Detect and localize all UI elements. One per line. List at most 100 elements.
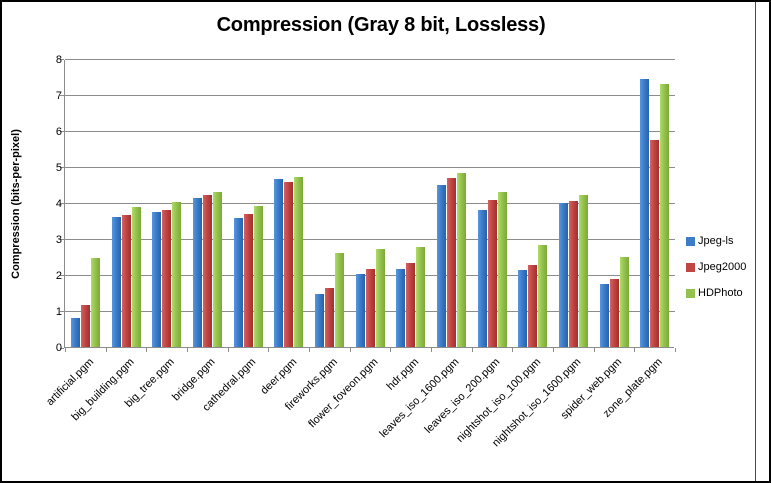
gridline-3 — [65, 239, 675, 240]
x-axis-tick — [553, 348, 554, 352]
y-axis-tick — [60, 239, 64, 240]
y-axis-tick — [60, 131, 64, 132]
x-axis-tick — [675, 348, 676, 352]
x-axis-tick — [268, 348, 269, 352]
bar-hdphoto-spider-web-pgm — [619, 256, 629, 347]
bar-jpeg-ls-nightshot-iso-1600-pgm — [558, 203, 568, 347]
bar-hdphoto-big-building-pgm — [131, 207, 141, 347]
x-axis-tick — [594, 348, 595, 352]
bar-hdphoto-big-tree-pgm — [172, 202, 182, 347]
legend: Jpeg-ls Jpeg2000 HDPhoto — [686, 228, 758, 306]
plot-area: 0 1 2 3 4 5 6 7 8 artificial.pgm big_building.pgm b… — [44, 54, 676, 449]
y-axis-title: Compression (bits-per-pixel) — [10, 129, 22, 279]
y-tick-label-3: 3 — [55, 234, 62, 246]
bar-jpeg2000-leaves-iso-1600-pgm — [446, 177, 456, 347]
bar-jpeg2000-big-tree-pgm — [162, 210, 172, 347]
legend-swatch-icon — [686, 262, 695, 272]
x-tick-label-flower-foveon-pgm: flower_foveon.pgm — [306, 356, 381, 431]
chart-title: Compression (Gray 8 bit, Lossless) — [216, 14, 546, 36]
x-axis-tick — [431, 348, 432, 352]
x-tick-label-leaves-iso-200-pgm: leaves_iso_200.pgm — [422, 356, 503, 436]
bar-jpeg-ls-flower-foveon-pgm — [355, 273, 365, 347]
bar-jpeg2000-flower-foveon-pgm — [365, 268, 375, 347]
gridline-5 — [65, 167, 675, 168]
bar-hdphoto-hdr-pgm — [416, 246, 426, 347]
legend-item-hdphoto: HDPhoto — [686, 280, 758, 306]
x-axis-tick — [390, 348, 391, 352]
bar-jpeg-ls-leaves-iso-1600-pgm — [436, 185, 446, 347]
x-tick-label-leaves-iso-1600-pgm: leaves_iso_1600.pgm — [377, 356, 462, 441]
bar-jpeg2000-zone-plate-pgm — [650, 139, 660, 347]
bar-hdphoto-leaves-iso-200-pgm — [497, 191, 507, 347]
y-axis-tick — [60, 59, 64, 60]
bar-jpeg2000-artificial-pgm — [80, 304, 90, 347]
y-axis-tick — [60, 167, 64, 168]
y-axis-tick — [60, 275, 64, 276]
x-axis-tick — [512, 348, 513, 352]
legend-item-jpeg-ls: Jpeg-ls — [686, 228, 758, 254]
bar-jpeg-ls-big-building-pgm — [111, 217, 121, 347]
bar-jpeg2000-leaves-iso-200-pgm — [487, 199, 497, 347]
y-axis-tick — [60, 203, 64, 204]
x-axis-tick — [634, 348, 635, 352]
y-axis-tick — [60, 95, 64, 96]
bar-hdphoto-artificial-pgm — [90, 257, 100, 347]
y-tick-label-1: 1 — [55, 306, 62, 318]
bar-hdphoto-deer-pgm — [294, 176, 304, 347]
bar-jpeg2000-deer-pgm — [284, 181, 294, 347]
legend-label: HDPhoto — [698, 287, 743, 299]
x-axis-tick — [472, 348, 473, 352]
bar-hdphoto-flower-foveon-pgm — [375, 249, 385, 347]
bar-hdphoto-nightshot-iso-100-pgm — [538, 245, 548, 347]
legend-label: Jpeg2000 — [698, 261, 747, 273]
bar-hdphoto-leaves-iso-1600-pgm — [456, 173, 466, 347]
bar-jpeg2000-bridge-pgm — [202, 195, 212, 347]
x-tick-label-hdr-pgm: hdr.pgm — [384, 356, 422, 393]
bar-jpeg2000-fireworks-pgm — [324, 287, 334, 347]
gridline-6 — [65, 131, 675, 132]
x-axis-tick — [187, 348, 188, 352]
gridline-7 — [65, 95, 675, 96]
y-axis-tick — [60, 348, 64, 349]
x-axis-tick — [65, 348, 66, 352]
bar-jpeg-ls-zone-plate-pgm — [640, 78, 650, 347]
bar-jpeg-ls-leaves-iso-200-pgm — [477, 209, 487, 347]
bar-jpeg2000-big-building-pgm — [121, 215, 131, 347]
y-tick-label-8: 8 — [55, 54, 62, 66]
x-axis-tick — [106, 348, 107, 352]
y-tick-label-7: 7 — [55, 90, 62, 102]
bar-jpeg-ls-artificial-pgm — [70, 318, 80, 347]
gridline-4 — [65, 203, 675, 204]
frame-line — [755, 2, 756, 481]
y-tick-label-0: 0 — [55, 342, 62, 354]
x-axis-tick — [146, 348, 147, 352]
bar-hdphoto-zone-plate-pgm — [660, 84, 670, 347]
bar-hdphoto-fireworks-pgm — [334, 253, 344, 347]
x-axis-tick — [350, 348, 351, 352]
bar-jpeg-ls-bridge-pgm — [192, 197, 202, 347]
bar-hdphoto-bridge-pgm — [212, 191, 222, 347]
bar-jpeg2000-cathedral-pgm — [243, 213, 253, 347]
bar-jpeg-ls-cathedral-pgm — [233, 218, 243, 347]
bar-jpeg2000-nightshot-iso-1600-pgm — [568, 201, 578, 347]
x-axis-tick — [309, 348, 310, 352]
legend-swatch-icon — [686, 236, 695, 246]
y-tick-label-2: 2 — [55, 270, 62, 282]
bar-jpeg-ls-nightshot-iso-100-pgm — [518, 270, 528, 347]
y-tick-label-4: 4 — [55, 198, 62, 210]
bar-jpeg2000-hdr-pgm — [406, 262, 416, 347]
bar-jpeg2000-spider-web-pgm — [609, 278, 619, 347]
legend-label: Jpeg-ls — [698, 235, 734, 247]
legend-item-jpeg2000: Jpeg2000 — [686, 254, 758, 280]
y-tick-label-5: 5 — [55, 162, 62, 174]
bar-jpeg2000-nightshot-iso-100-pgm — [528, 264, 538, 347]
x-axis-tick — [228, 348, 229, 352]
y-axis-tick — [60, 311, 64, 312]
legend-swatch-icon — [686, 288, 695, 298]
bar-jpeg-ls-spider-web-pgm — [599, 283, 609, 347]
bar-jpeg-ls-hdr-pgm — [396, 268, 406, 347]
bar-jpeg-ls-fireworks-pgm — [314, 293, 324, 347]
y-tick-label-6: 6 — [55, 126, 62, 138]
gridline-8 — [65, 59, 675, 60]
